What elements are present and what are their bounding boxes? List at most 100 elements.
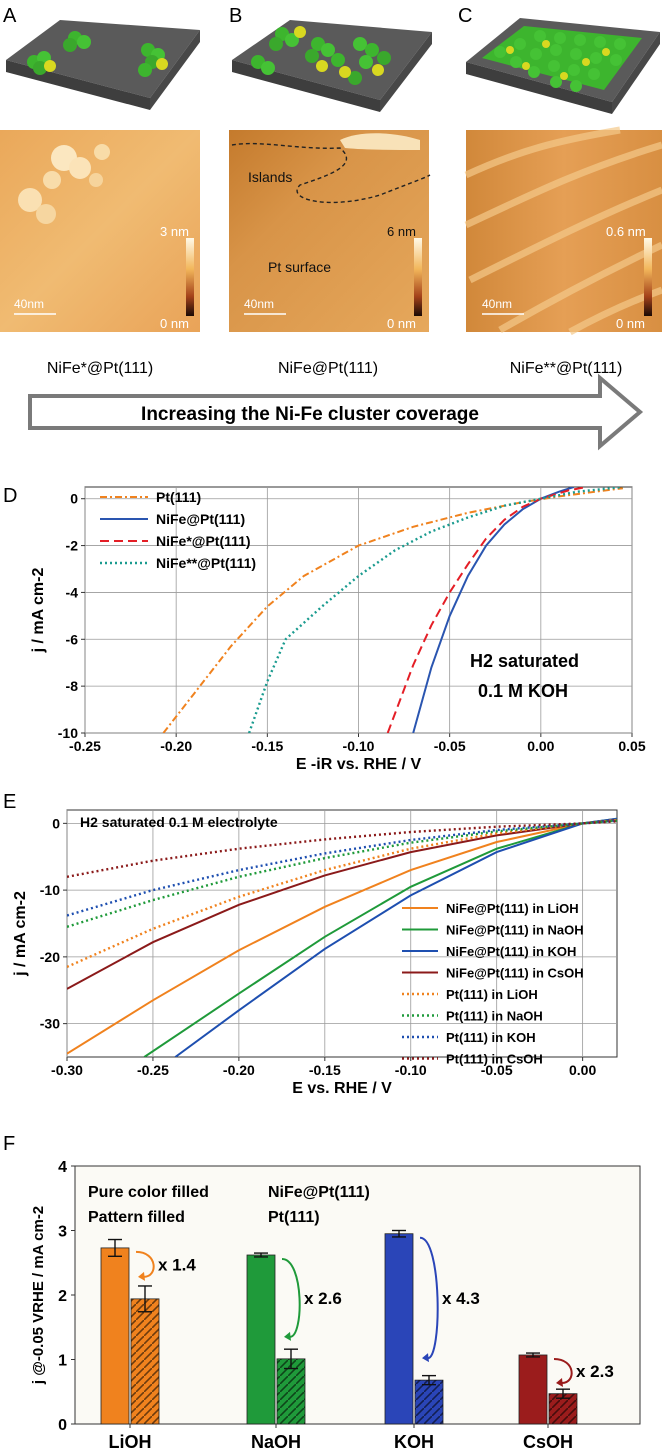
slab-model-B [232, 20, 432, 112]
category-label: LiOH [109, 1432, 152, 1452]
annot-islands: Islands [248, 169, 292, 185]
annotation: H2 saturated 0.1 M electrolyte [80, 814, 278, 830]
legend-text-left: Pure color filled [88, 1184, 209, 1201]
bar-pt-pattern [131, 1298, 159, 1424]
y-tick-label: 0 [70, 491, 78, 507]
series-line [67, 818, 617, 1055]
legend-text-right: NiFe@Pt(111) [268, 1184, 370, 1201]
ratio-label: x 4.3 [442, 1289, 480, 1308]
x-tick-label: -0.15 [309, 1062, 341, 1078]
x-tick-label: -0.10 [395, 1062, 427, 1078]
x-tick-label: -0.05 [434, 738, 466, 754]
legend-label: NiFe**@Pt(111) [156, 555, 256, 571]
y-tick-label: -4 [66, 584, 79, 600]
panel-letter-B: B [229, 5, 242, 27]
y-tick-label: -8 [66, 678, 79, 694]
scale-min-B: 0 nm [387, 316, 416, 331]
x-tick-label: 0.05 [618, 738, 645, 754]
panel-letter-D: D [3, 485, 17, 507]
y-tick-label: 1 [58, 1353, 67, 1370]
legend-label: NiFe@Pt(111) in KOH [446, 944, 576, 959]
panel-letter-A: A [3, 5, 17, 27]
category-label: CsOH [523, 1432, 573, 1452]
panel-letter-C: C [458, 5, 472, 27]
x-tick-label: 0.00 [527, 738, 554, 754]
chart-E: E -0.30 -0.25 -0.20 -0.15 -0.10 -0.05 0.00 0 -10… [3, 791, 618, 1097]
afm-image-A [0, 130, 200, 332]
panel-letter-E: E [3, 791, 16, 813]
ratio-arrow [419, 1236, 439, 1360]
caption-C: NiFe**@Pt(111) [510, 360, 623, 377]
x-tick-label: -0.30 [51, 1062, 83, 1078]
annot-pt-surface: Pt surface [268, 259, 331, 275]
bar-nife [100, 1247, 130, 1425]
bar-pt-pattern [277, 1358, 305, 1424]
ratio-arrow [553, 1357, 573, 1384]
chart-D: D -0.25 -0.20 -0.15 -0.10 -0.05 0.00 0.05 0 -2 -4… [3, 485, 646, 773]
panel-C: C 0.6 nm 0 nm 40nm NiFe**@Pt(111) [458, 5, 662, 377]
island-boundary-B [231, 142, 431, 204]
ratio-label: x 2.6 [304, 1289, 342, 1308]
panel-letter-F: F [3, 1133, 15, 1155]
ratio-arrowhead [284, 1331, 291, 1341]
afm-image-B [229, 130, 429, 332]
y-tick-label: 3 [58, 1224, 67, 1241]
chart-F: F 0 1 2 3 4 j @-0.05 VRHE / mA cm-2 Pure color… [3, 1133, 641, 1452]
ratio-arrow [281, 1258, 301, 1338]
y-tick-label: -30 [40, 1016, 60, 1032]
panel-A: A 3 nm 0 nm 40nm NiFe*@Pt(111) [0, 5, 200, 377]
legend-label: NiFe@Pt(111) in CsOH [446, 966, 584, 981]
afm-bright-island-B [340, 133, 420, 150]
y-tick-label: 2 [58, 1288, 67, 1305]
x-tick-label: 0.00 [569, 1062, 596, 1078]
x-axis-label: E vs. RHE / V [292, 1080, 392, 1097]
legend-label: NiFe@Pt(111) [156, 511, 245, 527]
annotation-line1: H2 saturated [470, 651, 579, 671]
legend-label: Pt(111) in NaOH [446, 1009, 543, 1024]
panel-B: B Islands Pt surface 6 nm 0 nm 40nm NiFe… [229, 5, 432, 377]
ratio-label: x 1.4 [158, 1255, 196, 1274]
y-axis-label: j @-0.05 VRHE / mA cm-2 [30, 1206, 47, 1385]
y-tick-label: 4 [58, 1159, 67, 1176]
ratio-arrowhead [422, 1353, 429, 1363]
series-line [67, 819, 617, 917]
ratio-label: x 2.3 [576, 1362, 614, 1381]
colorbar-C [644, 238, 652, 316]
x-tick-label: -0.25 [137, 1062, 169, 1078]
scale-min-C: 0 nm [616, 316, 645, 331]
coverage-arrow: Increasing the Ni-Fe cluster coverage [28, 373, 644, 451]
x-tick-label: -0.25 [69, 738, 101, 754]
y-tick-label: -2 [66, 538, 79, 554]
colorbar-A [186, 238, 194, 316]
y-tick-label: 0 [52, 815, 60, 831]
y-axis-label: j / mA cm-2 [30, 568, 47, 654]
x-tick-label: -0.10 [343, 738, 375, 754]
series-line [67, 819, 617, 928]
ratio-arrowhead [138, 1271, 145, 1281]
scale-max-B: 6 nm [387, 224, 416, 239]
slab-model-A [6, 20, 200, 110]
caption-A: NiFe*@Pt(111) [47, 360, 153, 377]
x-axis-label: E -iR vs. RHE / V [296, 756, 422, 773]
plot-area [74, 1165, 641, 1425]
legend-label: Pt(111) [156, 489, 201, 505]
y-tick-label: 0 [58, 1417, 67, 1434]
legend-text-left: Pattern filled [88, 1209, 185, 1226]
y-tick-label: -6 [66, 631, 79, 647]
series-line [67, 820, 617, 878]
ratio-arrow [135, 1250, 155, 1278]
arrow-text: Increasing the Ni-Fe cluster coverage [141, 404, 479, 425]
scale-min-A: 0 nm [160, 316, 189, 331]
legend-label: Pt(111) in KOH [446, 1030, 536, 1045]
x-tick-label: -0.05 [481, 1062, 513, 1078]
category-label: KOH [394, 1432, 434, 1452]
legend-label: Pt(111) in CsOH [446, 1052, 543, 1067]
bar-nife [246, 1254, 276, 1425]
legend-text-right: Pt(111) [268, 1209, 320, 1226]
scalebar-label-A: 40nm [14, 297, 44, 311]
colorbar-B [414, 238, 422, 316]
bar-nife [384, 1233, 414, 1425]
bar-pt-pattern [415, 1380, 443, 1424]
y-axis-label: j / mA cm-2 [12, 891, 29, 977]
afm-islands-A [18, 144, 110, 224]
